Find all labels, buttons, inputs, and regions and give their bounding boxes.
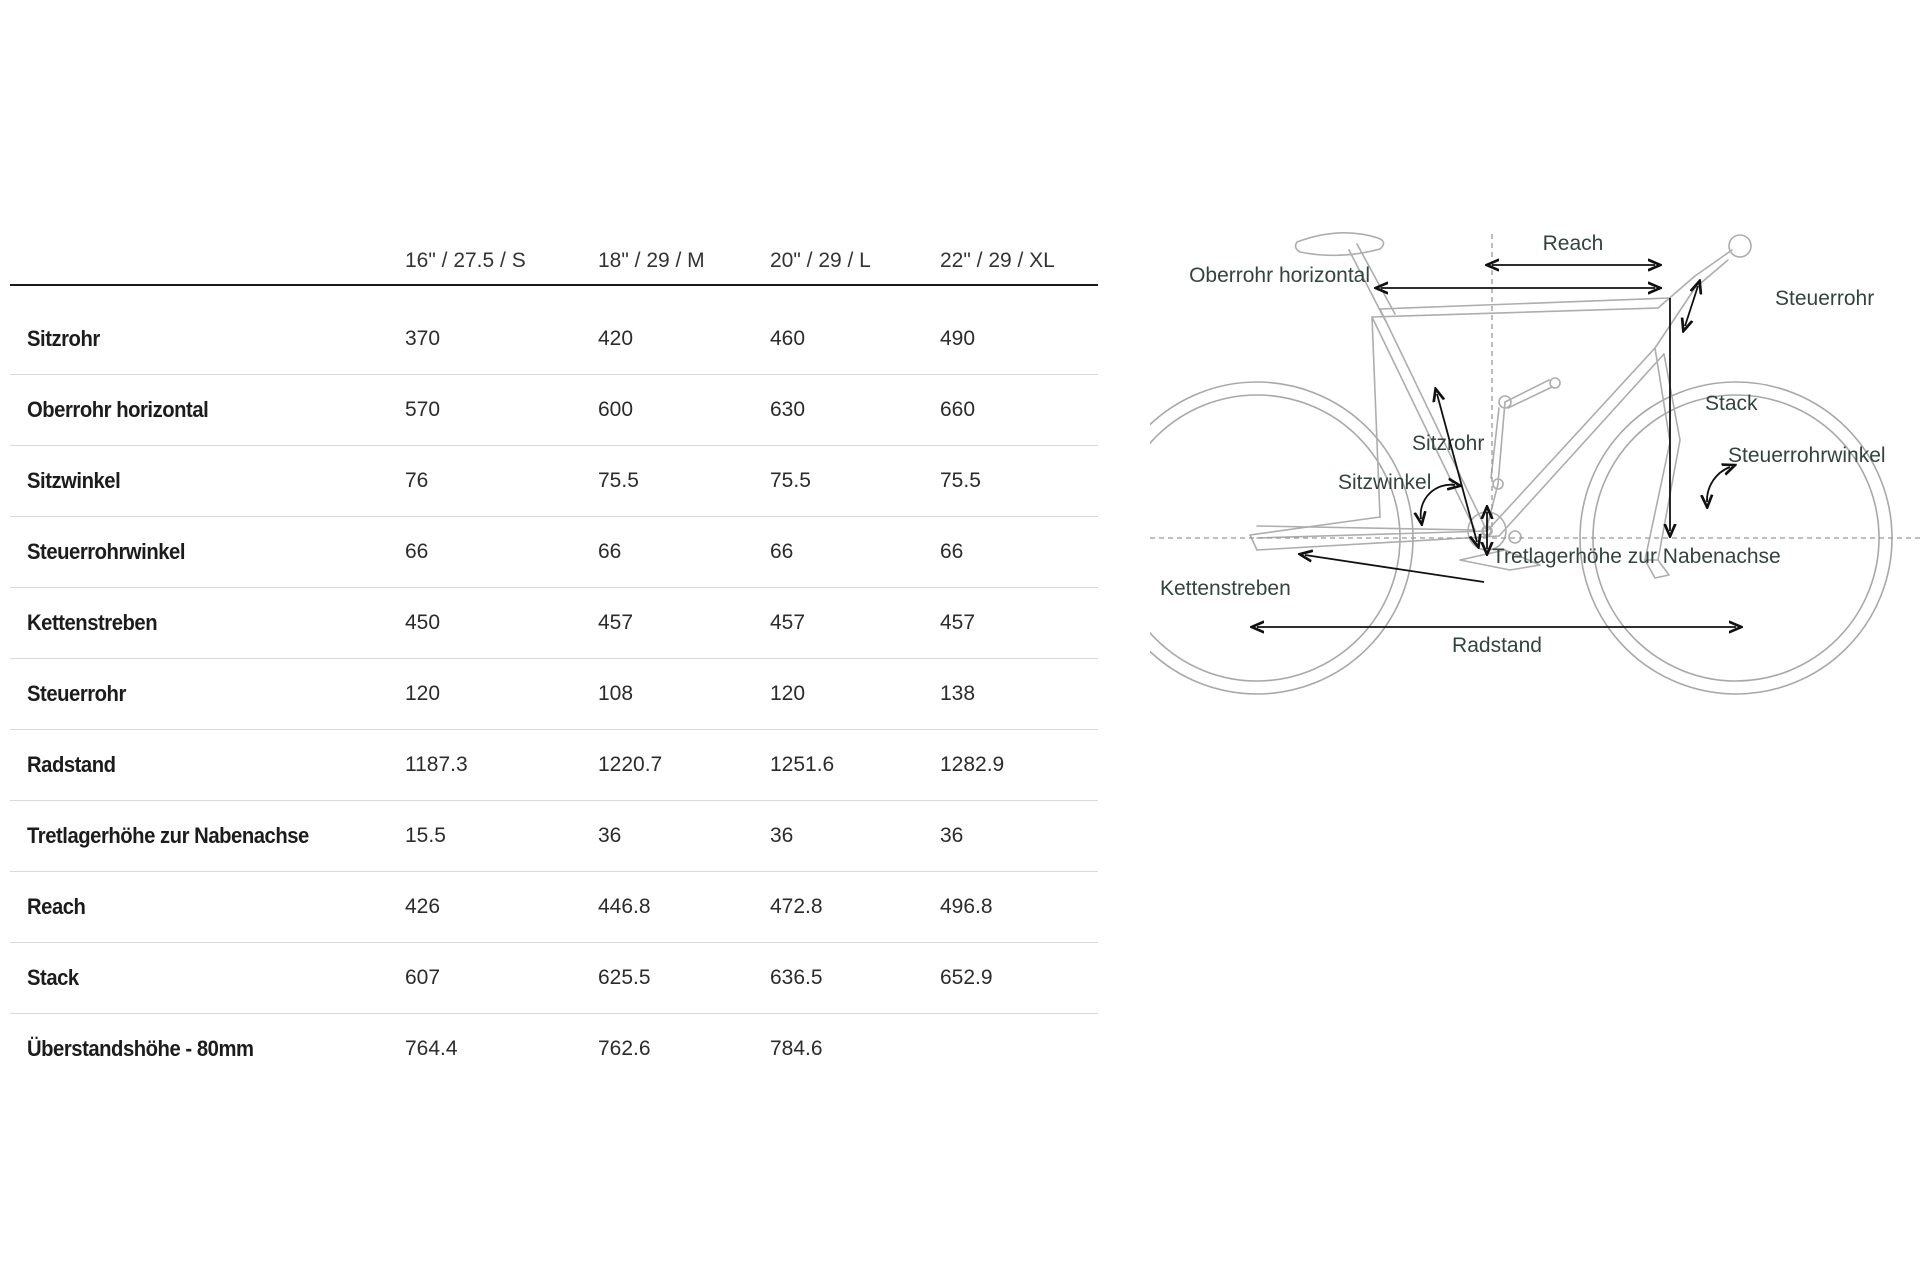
- svg-text:Oberrohr horizontal: Oberrohr horizontal: [1189, 264, 1370, 287]
- svg-text:Tretlagerhöhe zur Nabenachse: Tretlagerhöhe zur Nabenachse: [1492, 545, 1781, 568]
- svg-text:Reach: Reach: [1543, 232, 1604, 255]
- svg-text:Sitzwinkel: Sitzwinkel: [1338, 471, 1431, 494]
- svg-text:Steuerrohr: Steuerrohr: [1775, 287, 1874, 310]
- svg-text:Steuerrohrwinkel: Steuerrohrwinkel: [1728, 444, 1886, 467]
- svg-text:Stack: Stack: [1705, 392, 1758, 415]
- svg-text:Radstand: Radstand: [1452, 634, 1542, 657]
- svg-text:Kettenstreben: Kettenstreben: [1160, 577, 1291, 600]
